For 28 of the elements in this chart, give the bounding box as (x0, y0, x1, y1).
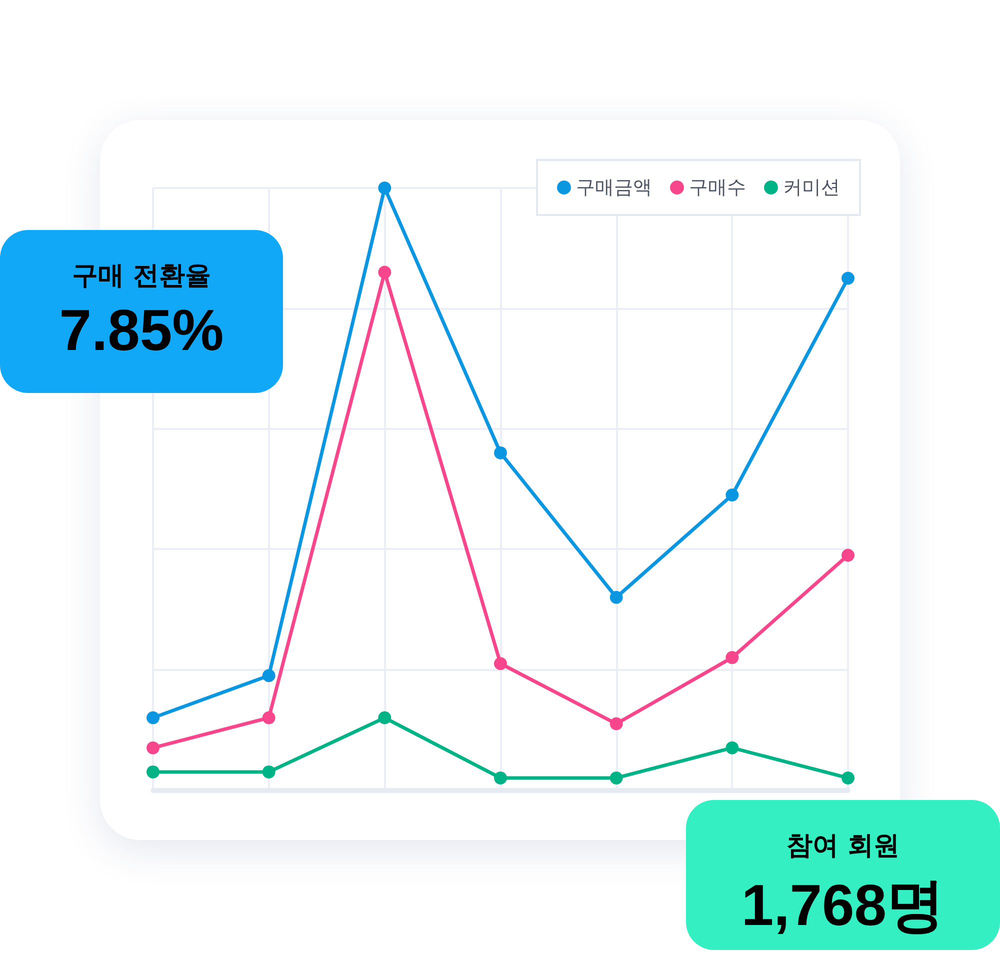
point (842, 771, 854, 784)
text: 참여 회원 (785, 830, 901, 863)
point (494, 446, 507, 460)
point (842, 548, 854, 562)
point (378, 266, 392, 279)
point (494, 771, 507, 784)
point (146, 765, 160, 778)
point (726, 741, 739, 754)
annotation: 7.85% (58, 297, 225, 364)
legend-label: 커미션 (783, 176, 840, 198)
point (494, 657, 507, 670)
legend-label: 구매수 (689, 176, 746, 198)
point (726, 651, 739, 664)
point (146, 741, 160, 754)
point (842, 272, 854, 285)
point (726, 488, 739, 502)
point (610, 771, 623, 784)
legend-label: 구매금액 (576, 176, 652, 198)
point (610, 717, 623, 730)
point (378, 182, 392, 194)
point (262, 669, 276, 682)
point (262, 765, 276, 778)
annotation: 구매 전환율 (70, 260, 212, 293)
point (610, 590, 623, 604)
point (262, 711, 276, 724)
text: 1,768명 (740, 872, 946, 940)
point (146, 711, 160, 724)
point (378, 711, 392, 724)
